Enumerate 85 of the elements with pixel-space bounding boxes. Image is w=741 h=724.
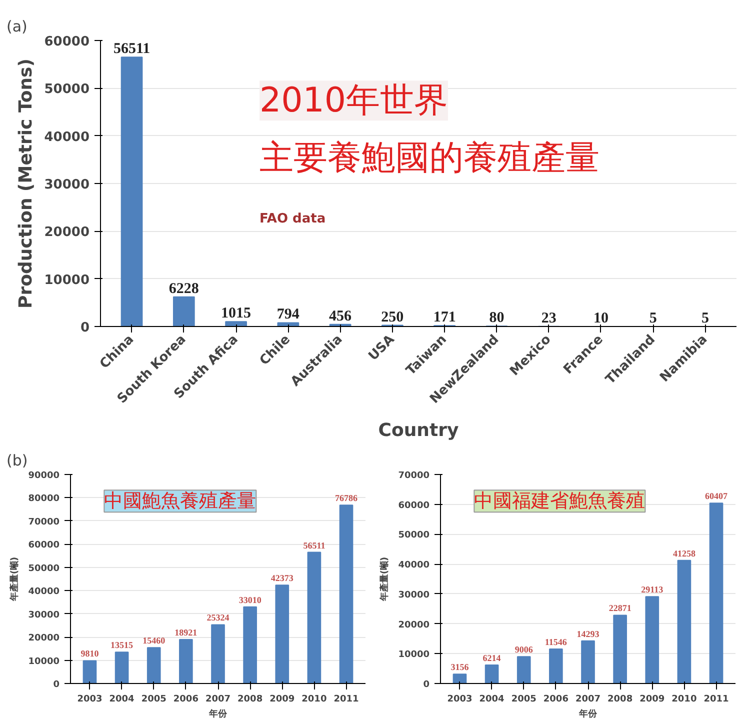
y-tick-label: 30000	[398, 590, 430, 600]
data-label: 33010	[238, 594, 262, 605]
y-tick-label: 0	[423, 680, 430, 690]
x-tick-label: 2003	[77, 694, 102, 704]
x-tick-label: 2005	[511, 694, 536, 704]
x-tick-label: 2003	[447, 694, 472, 704]
data-label: 6228	[168, 280, 199, 297]
y-tick-label: 20000	[44, 225, 90, 240]
y-tick-label: 10000	[44, 272, 90, 288]
data-label: 15460	[142, 636, 166, 646]
y-tick-label: 20000	[28, 634, 60, 644]
y-tick-label: 40000	[398, 560, 430, 571]
data-label: 171	[433, 310, 456, 326]
x-tick-label: 2008	[608, 694, 633, 704]
data-label: 5	[649, 310, 657, 326]
x-tick-label: 2005	[141, 694, 166, 704]
y-tick-label: 30000	[28, 610, 60, 620]
y-tick-label: 70000	[398, 471, 430, 481]
x-tick-label: 2009	[640, 694, 665, 704]
x-tick-label: 2007	[205, 694, 231, 704]
y-tick-label: 30000	[44, 178, 90, 192]
y-tick-label: 70000	[28, 517, 60, 528]
x-tick-label: 2008	[238, 694, 263, 704]
y-axis-title: 年產量(噸)	[379, 556, 390, 602]
y-axis-title: 年產量(噸)	[9, 556, 20, 602]
data-label: 3156	[450, 662, 470, 672]
y-tick-label: 10000	[28, 656, 60, 667]
data-label: 41258	[672, 548, 696, 558]
data-label: 10	[593, 310, 608, 326]
x-tick-label: 2004	[479, 694, 504, 704]
data-label: 6214	[482, 652, 502, 663]
x-tick-label: 2011	[704, 694, 729, 704]
y-tick-label: 60000	[398, 500, 430, 511]
y-tick-label: 40000	[28, 587, 60, 598]
data-label: 1015	[221, 306, 252, 322]
x-tick-label: 2010	[302, 694, 327, 704]
text: 中國鮑魚養殖產量	[104, 490, 256, 512]
x-axis-title: 年份	[208, 708, 228, 720]
data-label: 794	[276, 306, 300, 323]
y-tick-label: 40000	[44, 130, 90, 145]
data-label: 80	[489, 310, 504, 326]
data-label: 76786	[335, 493, 358, 504]
y-tick-label: 0	[53, 680, 60, 690]
data-label: 250	[381, 309, 404, 326]
text: (a)	[6, 18, 28, 36]
y-tick-label: 60000	[28, 540, 60, 551]
y-tick-label: 0	[80, 320, 90, 336]
data-label: 9006	[514, 644, 534, 655]
data-label: 42373	[270, 573, 294, 584]
data-label: 456	[329, 308, 352, 324]
y-tick-label: 80000	[28, 494, 60, 504]
x-axis-title: Country	[378, 420, 459, 442]
x-tick-label: 2006	[173, 694, 198, 704]
data-label: 13515	[110, 640, 134, 650]
data-label: 11546	[544, 637, 568, 648]
y-tick-label: 90000	[28, 471, 60, 481]
data-label: 5	[701, 310, 709, 326]
data-label: 9810	[80, 648, 100, 659]
data-label: 29113	[641, 584, 664, 595]
annotation: FAO data	[260, 211, 326, 226]
data-label: 60407	[705, 491, 728, 502]
data-label: 23	[541, 310, 556, 326]
x-tick-label: 2009	[270, 694, 295, 704]
y-tick-label: 20000	[398, 620, 430, 630]
data-label: 25324	[206, 612, 230, 623]
y-axis-title: Production (Metric Tons)	[15, 58, 36, 308]
data-label: 22871	[608, 603, 632, 614]
data-label: 18921	[174, 628, 198, 638]
y-tick-label: 50000	[398, 530, 430, 541]
y-tick-label: 60000	[44, 34, 90, 50]
x-tick-label: 2006	[543, 694, 568, 704]
x-tick-label: 2004	[109, 694, 134, 704]
data-label: 56511	[113, 41, 150, 58]
x-tick-label: 2010	[672, 694, 697, 704]
y-tick-label: 50000	[44, 82, 90, 98]
x-axis-title: 年份	[578, 708, 598, 720]
x-tick-label: 2011	[334, 694, 359, 704]
text: 中國福建省鮑魚養殖	[474, 490, 646, 512]
text: 2010年世界主要養鮑國的養殖產量	[260, 80, 600, 178]
x-tick-label: 2007	[575, 694, 601, 704]
text: (b)	[6, 452, 28, 470]
y-tick-label: 10000	[398, 650, 430, 660]
data-label: 56511	[303, 540, 326, 550]
y-tick-label: 50000	[28, 564, 60, 574]
data-label: 14293	[576, 628, 600, 639]
